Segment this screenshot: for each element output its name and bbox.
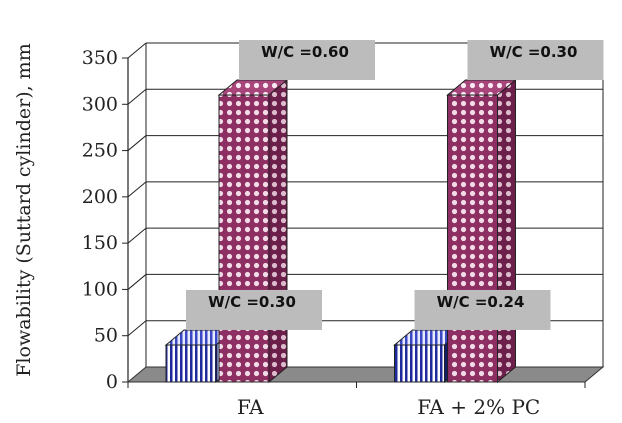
y-tick-label: 300 — [82, 93, 118, 115]
annotation-text: W/C =0.60 — [261, 43, 349, 61]
y-axis-label: Flowability (Suttard cylinder), mm — [13, 43, 35, 376]
y-tick-label: 350 — [82, 47, 118, 69]
x-tick-label: FA — [237, 395, 264, 419]
side-gridline — [127, 88, 147, 105]
bar-front-face — [394, 344, 445, 383]
annotation-box — [414, 289, 551, 330]
wc-annotation: W/C =0.24 — [414, 289, 551, 330]
annotation-box — [239, 40, 375, 81]
annotation-text: W/C =0.30 — [208, 293, 296, 311]
bar-fa-1 — [217, 78, 289, 384]
y-tick-label: 250 — [82, 140, 118, 162]
y-tick-label: 0 — [106, 371, 118, 393]
y-tick-label: 200 — [82, 186, 118, 208]
bar-front-face — [218, 94, 270, 383]
x-tick-label: FA + 2% PC — [417, 395, 540, 419]
bars — [164, 78, 517, 384]
side-gridline — [127, 135, 147, 151]
bar-front-face — [165, 344, 217, 383]
side-gridline — [127, 274, 147, 290]
side-gridline — [127, 42, 147, 59]
wc-annotation: W/C =0.60 — [239, 40, 375, 81]
side-gridline — [127, 320, 147, 337]
side-gridline — [127, 181, 147, 198]
annotation-box — [186, 289, 322, 330]
annotation-text: W/C =0.24 — [437, 293, 525, 311]
bar-front-face — [447, 94, 498, 383]
wc-annotation: W/C =0.30 — [467, 40, 604, 81]
y-tick-label: 50 — [94, 325, 118, 347]
annotation-box — [467, 40, 604, 81]
annotation-text: W/C =0.30 — [490, 43, 578, 61]
y-tick-label: 150 — [82, 232, 118, 254]
bar-fa-2-pc-1 — [446, 78, 517, 384]
bar-side-face — [268, 78, 288, 384]
y-tick-label: 100 — [82, 278, 118, 300]
bar-side-face — [497, 78, 516, 384]
side-gridline — [127, 227, 147, 244]
wc-annotation: W/C =0.30 — [186, 289, 322, 330]
annotations: W/C =0.30 W/C =0.60 W/C =0.24 W/C =0.30 — [186, 40, 604, 330]
axes: 0 50 100 150 200 250 300 350 FA FA + 2% PC — [82, 43, 605, 419]
